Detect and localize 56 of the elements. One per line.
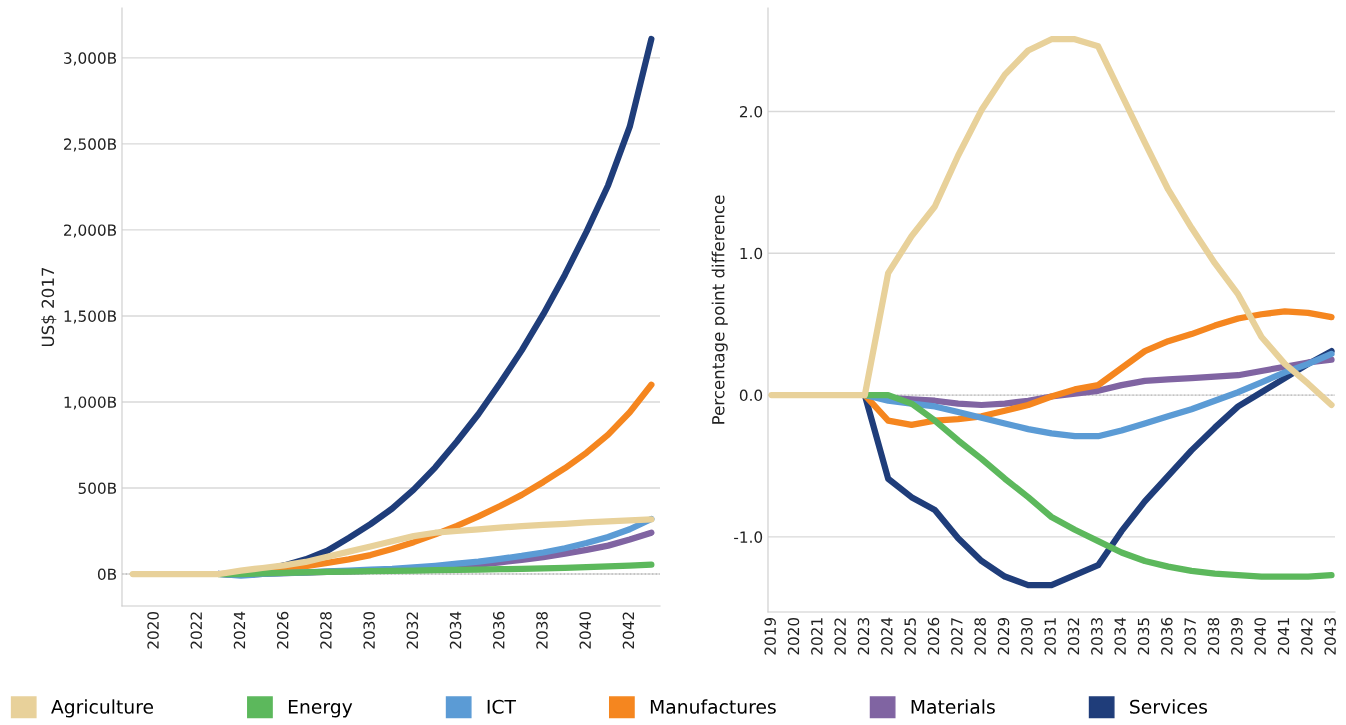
y-tick-label: 2,000B	[64, 224, 117, 238]
x-tick-label: 2038	[536, 611, 548, 649]
legend-label: Services	[1130, 699, 1208, 714]
x-tick-label: 2036	[492, 611, 505, 649]
x-tick-label: 2036	[1161, 617, 1173, 655]
x-tick-label: 2043	[1324, 618, 1336, 655]
x-tick-label: 2035	[1137, 618, 1150, 655]
x-tick-label: 2021	[811, 618, 823, 655]
x-tick-label: 2024	[233, 611, 246, 649]
x-tick-label: 2030	[1021, 617, 1033, 655]
y-tick-label: 1.0	[740, 247, 763, 260]
x-tick-label: 2022	[190, 612, 203, 649]
x-tick-label: 2037	[1184, 618, 1196, 655]
x-tick-label: 2020	[147, 611, 159, 649]
y-tick-label: 500B	[78, 482, 117, 494]
y-tick-label: 1,000B	[64, 396, 117, 410]
legend-label: Materials	[911, 699, 995, 714]
y-tick-label: 2,500B	[64, 138, 117, 152]
x-tick-label: 2034	[449, 611, 462, 649]
x-tick-label: 2031	[1044, 618, 1056, 655]
y-tick-label: 0B	[97, 568, 117, 581]
legend-label: Energy	[288, 699, 353, 718]
x-tick-label: 2030	[363, 611, 375, 649]
y-axis-title: US$ 2017	[41, 267, 57, 347]
x-tick-label: 2026	[276, 611, 289, 649]
y-axis-title: Percentage point difference	[711, 195, 728, 424]
y-tick-label: -1.0	[734, 531, 763, 543]
x-tick-label: 2042	[622, 612, 635, 649]
x-tick-label: 2032	[406, 612, 419, 649]
x-tick-label: 2040	[579, 611, 591, 649]
x-tick-label: 2028	[320, 611, 332, 649]
x-tick-label: 2024	[881, 617, 893, 655]
x-tick-label: 2026	[927, 617, 940, 655]
x-tick-label: 2038	[1207, 617, 1220, 655]
x-tick-label: 2025	[904, 618, 916, 655]
x-tick-label: 2041	[1277, 618, 1290, 655]
x-tick-label: 2034	[1114, 617, 1126, 655]
x-tick-label: 2023	[857, 618, 870, 655]
x-tick-label: 2020	[787, 617, 800, 655]
y-tick-label: 2.0	[739, 105, 763, 118]
x-tick-label: 2033	[1091, 618, 1103, 655]
x-tick-label: 2039	[1231, 617, 1243, 655]
y-tick-label: 3,000B	[64, 52, 117, 66]
x-tick-label: 2027	[951, 618, 963, 655]
x-tick-label: 2028	[974, 617, 986, 655]
y-tick-label: 1,500B	[64, 310, 117, 324]
x-tick-label: 2040	[1254, 617, 1266, 655]
x-tick-label: 2019	[764, 617, 776, 655]
x-tick-label: 2029	[997, 617, 1010, 655]
legend-label: Agriculture	[51, 699, 154, 718]
x-tick-label: 2042	[1301, 618, 1313, 655]
legend-label: Manufactures	[650, 699, 776, 714]
y-tick-label: 0.0	[739, 389, 763, 402]
legend-label: ICT	[487, 699, 517, 714]
x-tick-label: 2032	[1067, 618, 1080, 655]
x-tick-label: 2022	[834, 618, 846, 655]
